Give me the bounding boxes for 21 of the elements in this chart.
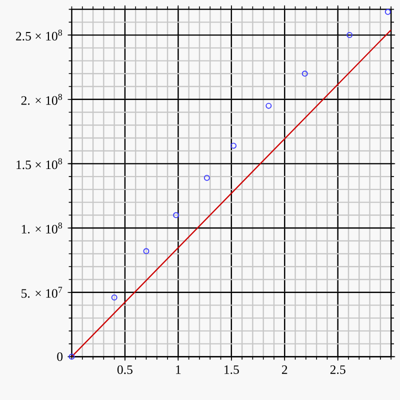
y-tick-label: 2.5 × 10$^{8}$ [16, 30, 62, 41]
y-tick-label: 2. × 10$^{8}$ [21, 94, 62, 105]
x-tick-label: 2 [282, 365, 288, 374]
x-tick-label: 1.5 [224, 365, 239, 374]
point [346, 32, 353, 38]
x-tick-label: 1 [176, 365, 181, 374]
x-tick-label: 0.5 [117, 365, 132, 374]
point [68, 354, 75, 360]
point [384, 8, 391, 15]
x-tick-label: 2.5 [330, 365, 346, 374]
point [302, 70, 308, 77]
y-tick-label: 0 [57, 352, 63, 361]
point [111, 294, 118, 300]
point [266, 102, 272, 109]
y-tick-label: 1. × 10$^{8}$ [22, 222, 62, 234]
y-tick-label: 5. × 10$^{7}$ [22, 286, 62, 298]
point [143, 248, 150, 254]
point [204, 174, 210, 181]
point [230, 142, 237, 149]
y-tick-label: 1.5 × 10$^{8}$ [16, 158, 62, 170]
point [173, 212, 180, 218]
